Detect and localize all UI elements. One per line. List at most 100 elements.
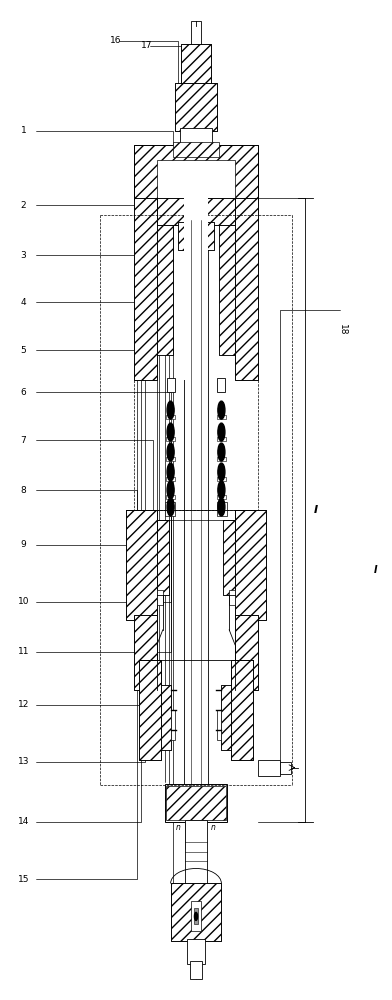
Bar bbox=[181, 44, 211, 86]
Bar bbox=[161, 685, 171, 750]
Bar bbox=[178, 222, 214, 250]
Bar bbox=[166, 495, 175, 499]
Bar bbox=[166, 477, 175, 481]
Bar bbox=[157, 520, 169, 595]
Text: 1: 1 bbox=[20, 126, 26, 135]
Circle shape bbox=[218, 481, 225, 499]
Circle shape bbox=[218, 463, 225, 481]
Bar bbox=[134, 615, 157, 690]
Bar bbox=[134, 145, 258, 200]
Bar bbox=[171, 883, 221, 941]
Bar bbox=[235, 198, 258, 380]
Bar bbox=[134, 198, 157, 380]
Text: 14: 14 bbox=[18, 817, 29, 826]
Bar bbox=[221, 685, 231, 750]
Circle shape bbox=[218, 423, 225, 441]
Bar bbox=[167, 378, 174, 392]
Bar bbox=[134, 615, 157, 690]
Bar bbox=[194, 908, 198, 924]
Bar bbox=[185, 820, 207, 884]
Text: 11: 11 bbox=[18, 647, 29, 656]
Bar bbox=[171, 710, 175, 740]
Bar bbox=[235, 615, 258, 690]
Bar bbox=[220, 215, 235, 355]
Bar bbox=[166, 786, 226, 820]
Bar bbox=[174, 83, 218, 131]
Bar bbox=[231, 660, 252, 760]
Text: 5: 5 bbox=[20, 346, 26, 355]
Bar bbox=[140, 660, 161, 760]
Circle shape bbox=[218, 401, 225, 419]
Bar bbox=[166, 437, 175, 441]
Bar bbox=[181, 44, 211, 86]
Bar bbox=[178, 222, 214, 250]
Text: 17: 17 bbox=[142, 41, 153, 50]
Bar bbox=[157, 215, 172, 355]
Bar bbox=[166, 457, 175, 461]
Text: 9: 9 bbox=[20, 540, 26, 549]
Text: n: n bbox=[176, 823, 181, 832]
Bar bbox=[221, 685, 231, 750]
Bar bbox=[218, 502, 227, 516]
Text: 15: 15 bbox=[18, 875, 29, 884]
Bar bbox=[171, 883, 221, 941]
Text: 8: 8 bbox=[20, 486, 26, 495]
Circle shape bbox=[167, 401, 174, 419]
Text: 6: 6 bbox=[20, 388, 26, 397]
Bar bbox=[217, 477, 226, 481]
Bar bbox=[217, 495, 226, 499]
Text: 12: 12 bbox=[18, 700, 29, 709]
Bar bbox=[191, 21, 201, 46]
Bar bbox=[126, 510, 157, 620]
Bar bbox=[180, 128, 212, 143]
Text: 10: 10 bbox=[18, 597, 29, 606]
Bar bbox=[223, 520, 235, 595]
Circle shape bbox=[167, 423, 174, 441]
Text: 16: 16 bbox=[110, 36, 122, 45]
Bar bbox=[190, 961, 202, 979]
Text: 13: 13 bbox=[18, 757, 29, 766]
Bar bbox=[134, 145, 258, 200]
Bar bbox=[217, 415, 226, 419]
Text: 7: 7 bbox=[20, 436, 26, 445]
Circle shape bbox=[218, 498, 225, 516]
Bar bbox=[184, 220, 208, 785]
Bar bbox=[217, 457, 226, 461]
Bar bbox=[134, 198, 157, 380]
Text: 4: 4 bbox=[20, 298, 26, 307]
Bar bbox=[258, 760, 280, 776]
Bar bbox=[231, 660, 252, 760]
Bar bbox=[235, 615, 258, 690]
Bar bbox=[157, 198, 235, 225]
Bar bbox=[223, 520, 235, 595]
Bar bbox=[172, 142, 220, 157]
Bar bbox=[184, 198, 208, 380]
Bar bbox=[235, 510, 266, 620]
Circle shape bbox=[167, 463, 174, 481]
Bar bbox=[157, 520, 169, 595]
Bar bbox=[161, 685, 171, 750]
Bar bbox=[217, 437, 226, 441]
Circle shape bbox=[194, 912, 198, 920]
Bar bbox=[165, 502, 174, 516]
Bar bbox=[191, 901, 201, 931]
Bar bbox=[157, 215, 172, 355]
Circle shape bbox=[218, 443, 225, 461]
Bar bbox=[174, 83, 218, 131]
Bar bbox=[229, 590, 235, 605]
Bar bbox=[235, 510, 266, 620]
Bar bbox=[218, 378, 225, 392]
Text: 3: 3 bbox=[20, 251, 26, 260]
Bar bbox=[187, 939, 205, 964]
Bar bbox=[220, 215, 235, 355]
Circle shape bbox=[167, 481, 174, 499]
Text: n: n bbox=[211, 823, 216, 832]
Bar bbox=[157, 590, 163, 605]
Text: I: I bbox=[374, 565, 377, 575]
Circle shape bbox=[167, 443, 174, 461]
Bar bbox=[166, 415, 175, 419]
Bar bbox=[235, 198, 258, 380]
Bar bbox=[157, 198, 235, 225]
Bar bbox=[140, 660, 161, 760]
Bar bbox=[126, 510, 157, 620]
